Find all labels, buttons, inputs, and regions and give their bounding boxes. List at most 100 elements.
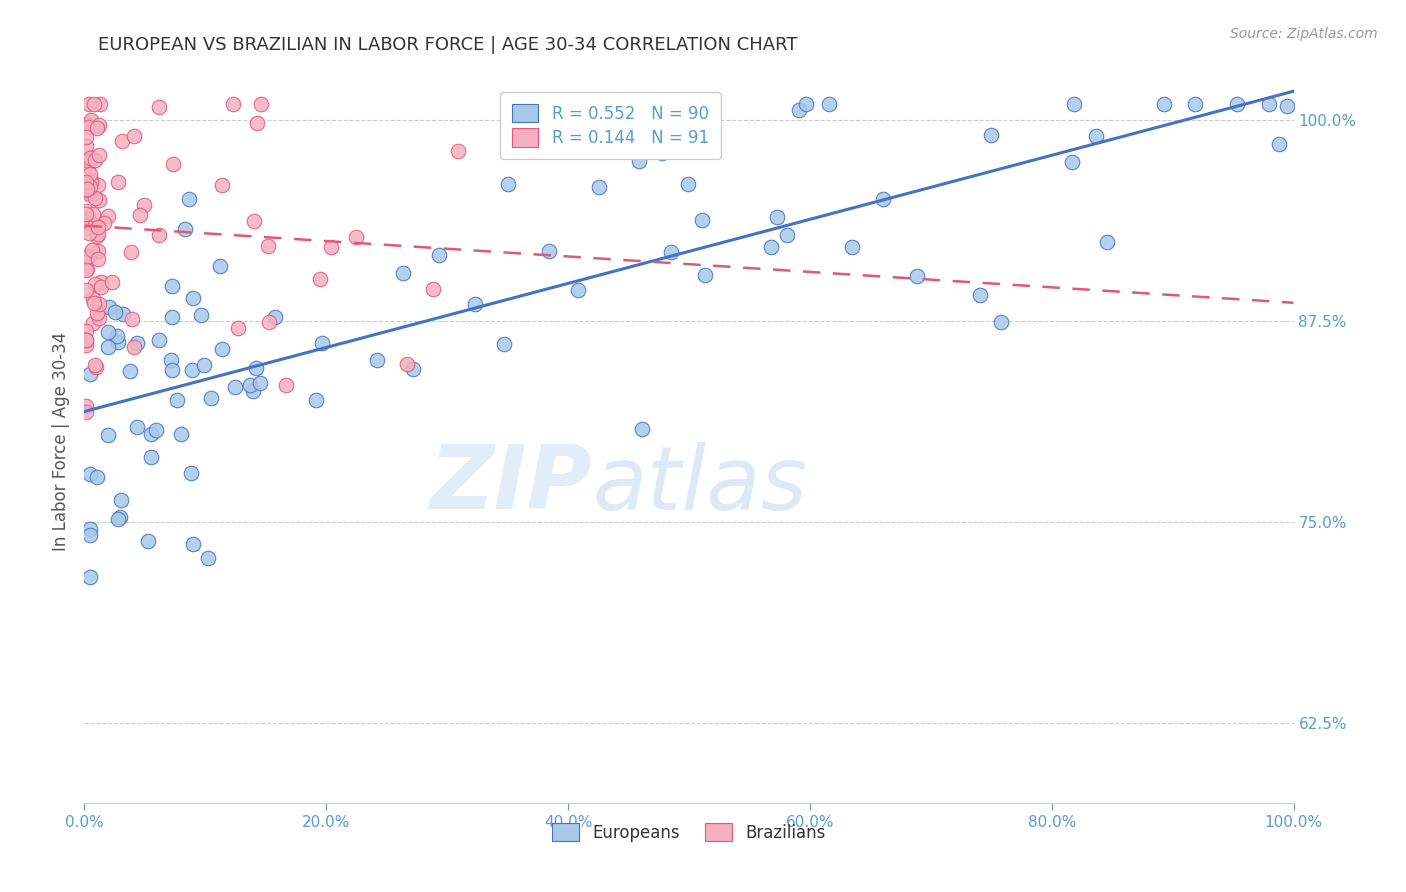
Point bbox=[160, 352, 183, 367]
Point bbox=[141, 450, 163, 464]
Y-axis label: In Labor Force | Age 30-34: In Labor Force | Age 30-34 bbox=[52, 332, 70, 551]
Point bbox=[89, 118, 111, 132]
Point bbox=[87, 178, 110, 192]
Point bbox=[76, 182, 98, 196]
Point bbox=[75, 203, 97, 218]
Point bbox=[97, 325, 120, 339]
Point bbox=[177, 193, 200, 207]
Point bbox=[79, 522, 101, 536]
Point bbox=[1277, 99, 1299, 113]
Point bbox=[170, 427, 193, 442]
Point bbox=[75, 139, 97, 153]
Point bbox=[83, 219, 105, 233]
Point bbox=[77, 249, 100, 263]
Point bbox=[250, 97, 273, 112]
Point bbox=[498, 178, 520, 192]
Point bbox=[120, 244, 142, 259]
Point bbox=[87, 227, 110, 241]
Point bbox=[211, 178, 233, 193]
Point bbox=[166, 392, 188, 407]
Point bbox=[108, 510, 131, 524]
Point bbox=[127, 420, 149, 434]
Point bbox=[427, 248, 450, 262]
Point bbox=[87, 147, 110, 161]
Point bbox=[76, 250, 98, 264]
Point bbox=[107, 175, 129, 189]
Point bbox=[83, 97, 105, 112]
Point bbox=[1258, 97, 1281, 112]
Point bbox=[84, 360, 107, 375]
Point bbox=[125, 336, 148, 351]
Point bbox=[242, 384, 264, 399]
Point bbox=[676, 177, 699, 191]
Point bbox=[492, 337, 515, 351]
Point bbox=[105, 329, 128, 343]
Point bbox=[79, 367, 101, 381]
Point bbox=[872, 192, 894, 206]
Point bbox=[980, 128, 1002, 143]
Point bbox=[211, 342, 233, 356]
Point bbox=[82, 244, 104, 258]
Point bbox=[77, 186, 100, 201]
Point bbox=[162, 157, 184, 171]
Point bbox=[180, 466, 202, 480]
Point bbox=[627, 154, 650, 169]
Point bbox=[80, 173, 103, 187]
Point bbox=[86, 470, 108, 484]
Point bbox=[128, 208, 150, 222]
Point bbox=[183, 291, 205, 305]
Point bbox=[396, 357, 419, 371]
Point bbox=[76, 117, 98, 131]
Point bbox=[75, 333, 97, 347]
Point bbox=[75, 324, 97, 338]
Point bbox=[1084, 128, 1107, 143]
Point bbox=[82, 316, 104, 330]
Point bbox=[1062, 154, 1084, 169]
Point bbox=[222, 97, 245, 112]
Point bbox=[79, 179, 101, 194]
Point bbox=[83, 295, 105, 310]
Point bbox=[77, 154, 100, 169]
Point bbox=[311, 335, 333, 350]
Point bbox=[111, 135, 134, 149]
Point bbox=[249, 376, 271, 390]
Point bbox=[148, 227, 170, 242]
Point bbox=[567, 283, 589, 297]
Point bbox=[80, 112, 103, 127]
Point bbox=[1226, 97, 1249, 112]
Point bbox=[305, 393, 328, 408]
Point bbox=[75, 283, 97, 297]
Point bbox=[79, 569, 101, 583]
Point bbox=[537, 244, 560, 259]
Point bbox=[160, 310, 183, 324]
Point bbox=[75, 405, 97, 419]
Point bbox=[588, 179, 610, 194]
Point bbox=[796, 97, 818, 112]
Point bbox=[181, 363, 204, 377]
Point bbox=[1153, 97, 1175, 112]
Point bbox=[122, 129, 145, 144]
Point bbox=[245, 361, 267, 376]
Point bbox=[818, 97, 841, 112]
Point bbox=[243, 213, 266, 227]
Point bbox=[75, 263, 97, 277]
Point bbox=[226, 321, 249, 335]
Point bbox=[1095, 235, 1118, 249]
Point bbox=[84, 191, 107, 205]
Point bbox=[308, 271, 330, 285]
Point bbox=[118, 364, 141, 378]
Point bbox=[77, 120, 100, 135]
Point bbox=[121, 312, 143, 326]
Point bbox=[239, 377, 262, 392]
Point bbox=[208, 259, 231, 273]
Point bbox=[77, 227, 100, 241]
Point bbox=[134, 197, 156, 211]
Point bbox=[82, 207, 104, 221]
Point bbox=[79, 168, 101, 182]
Point bbox=[75, 338, 97, 352]
Point bbox=[690, 213, 713, 227]
Point bbox=[148, 333, 170, 347]
Point bbox=[366, 352, 388, 367]
Point bbox=[90, 275, 112, 289]
Point bbox=[79, 528, 101, 542]
